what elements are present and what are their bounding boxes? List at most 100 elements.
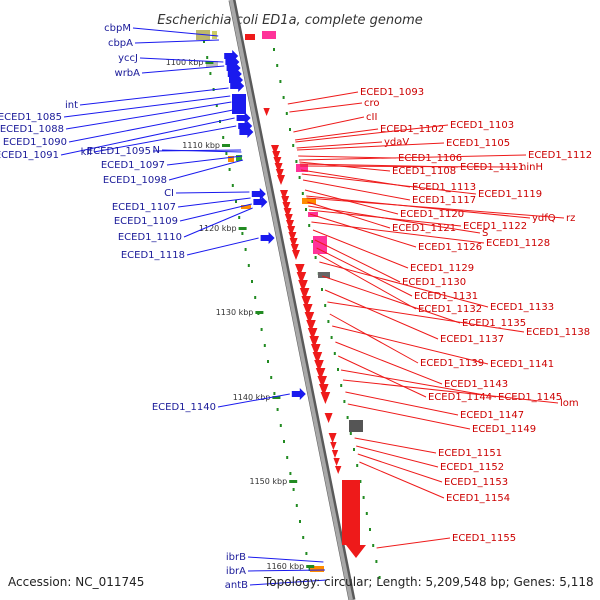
scale-tick-mark [289,480,298,483]
guide-dot [365,512,368,515]
gene-label-eced1-1103: ECED1_1103 [450,120,514,131]
gene-label-eced1-1155: ECED1_1155 [452,533,516,544]
gene-arrow-right-strand [342,480,366,558]
leader-line [327,301,525,333]
gene-label-eced1-1137: ECED1_1137 [440,334,504,345]
gene-arrow-right-strand [314,360,324,372]
gene-label-rz: rz [566,213,575,224]
gene-label-eced1-1119: ECED1_1119 [478,189,542,200]
gene-label-ydav: ydaV [384,137,409,148]
guide-dot [302,536,305,539]
gene-arrow-right-strand [286,220,294,230]
gene-label-kil: kil [81,147,92,158]
leader-line [316,247,413,297]
gene-label-eced1-1141: ECED1_1141 [490,359,554,370]
gene-arrow-right-strand [301,296,311,308]
leader-line [296,142,445,151]
gene-label-cbpm: cbpM [104,23,131,34]
gene-arrow-right-strand [317,376,327,388]
scale-tick-label: 1150 kbp [249,477,287,486]
leader-line [312,229,409,269]
guide-dot [295,160,298,163]
leader-line [356,445,439,468]
leader-line [68,109,234,143]
gene-arrow-right-strand [289,238,298,248]
scale-tick-label: 1160 kbp [266,562,304,571]
leader-line [357,453,443,483]
gene-label-cii: cII [366,112,377,123]
gene-label-ibra: ibrA [226,566,246,577]
gene-label-eced1-1139: ECED1_1139 [420,358,484,369]
leader-line [301,173,477,195]
leader-line [308,205,481,234]
leader-line [293,116,365,133]
leader-line [65,101,232,130]
leader-line [376,537,451,549]
gene-label-eced1-1126: ECED1_1126 [418,242,482,253]
scale-tick-label: 1130 kbp [216,308,254,317]
leader-line [340,369,497,398]
gene-label-eced1-1153: ECED1_1153 [444,477,508,488]
guide-dot [282,96,285,99]
gene-block [212,31,217,39]
leader-line [302,179,411,201]
gene-features [196,30,366,572]
leader-line [166,155,243,166]
leader-line [294,128,379,141]
guide-dot [305,552,308,555]
guide-dot [327,320,330,323]
gene-arrow-right-strand [272,151,281,161]
gene-arrow-left-strand [291,388,306,400]
gene-block [232,94,246,114]
guide-dot [273,392,276,395]
gene-arrow-right-strand [273,157,282,167]
gene-arrow-left-strand [251,188,266,200]
leader-line [306,197,565,219]
gene-label-eced1-1091: ECED1_1091 [0,150,59,161]
map-title: Escherichia coli ED1a, complete genome [157,13,423,28]
gene-arrow-right-strand [288,232,297,242]
gene-block [318,272,330,278]
gene-label-lom: lom [560,398,579,409]
leader-line [298,155,397,159]
gene-label-eced1-1131: ECED1_1131 [414,291,478,302]
guide-dot [343,400,346,403]
gene-label-yccj: yccJ [118,53,138,64]
gene-arrow-right-strand [335,466,342,474]
gene-block [236,155,242,161]
gene-arrow-right-strand [295,264,305,276]
leader-line [161,149,242,153]
guide-dot [279,80,282,83]
gene-arrow-right-strand [281,196,290,206]
leader-line [337,355,427,398]
leader-line [175,191,250,194]
guide-dot [267,360,269,363]
gene-label-eced1-1110: ECED1_1110 [118,232,182,243]
gene-block [241,205,251,209]
leader-line [296,141,383,149]
leader-line [177,197,251,208]
gene-arrow-right-strand [263,108,270,116]
gene-label-eced1-1095: ECED1_1095 [87,146,151,157]
guide-dot [292,488,295,491]
gene-label-eced1-1085: ECED1_1085 [0,112,62,123]
scale-tick-mark [272,396,281,399]
guide-dot [254,296,257,299]
guide-dot [324,304,327,307]
guide-dot [276,64,279,67]
gene-label-eced1-1111: ECED1_1111 [460,162,524,173]
guide-dot [289,128,291,131]
scale-tick-mark [205,61,214,64]
guide-dot [305,208,307,211]
gene-label-eced1-1117: ECED1_1117 [412,195,476,206]
gene-arrow-right-strand [303,304,313,316]
gene-label-ninh: ninH [520,162,543,173]
gene-arrow-right-strand [283,208,292,218]
leader-line [304,189,399,215]
leader-line [247,556,324,563]
leader-line [249,579,328,586]
guide-dot [222,136,225,139]
guide-dot [314,256,317,259]
gene-arrow-right-strand [292,250,300,260]
scale-ticks: 1100 kbp 1110 kbp 1120 kbp 1130 kbp 1140 kbp… [166,58,315,571]
